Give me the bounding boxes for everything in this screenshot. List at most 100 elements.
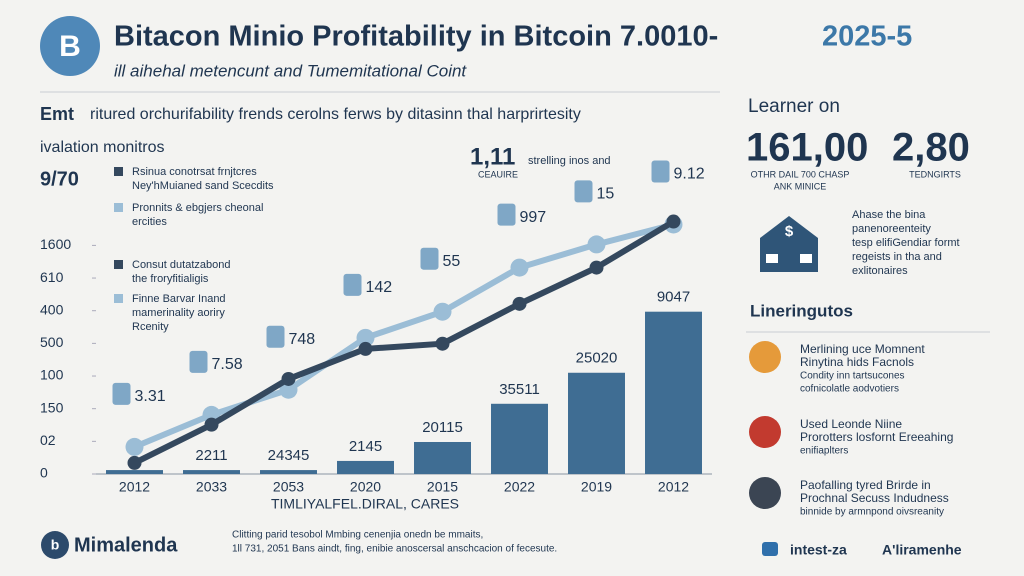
- x-tick-label: 2053: [273, 479, 304, 495]
- big-stat: 161,00: [746, 126, 868, 170]
- legend-text: Rsinua conotrsat frnjtcres: [132, 166, 257, 178]
- bank-text: exlitonaires: [852, 265, 908, 277]
- bank-text: tesp elifiGendiar formt: [852, 237, 960, 249]
- logo-glyph: B: [59, 30, 81, 63]
- line: [133, 221, 675, 450]
- line-point: [587, 235, 606, 254]
- line: [133, 218, 676, 466]
- item-icon: [749, 416, 781, 448]
- legend-text: mamerinality aoriry: [132, 307, 225, 319]
- legend-text: ercities: [132, 216, 167, 228]
- item-icon: [749, 477, 781, 509]
- legend-text: Finne Barvar Inand: [132, 293, 226, 305]
- bar: [260, 470, 317, 474]
- y-tick-label: 100: [40, 367, 64, 383]
- bank-text: panenoreenteity: [852, 223, 931, 235]
- stat-caption: ANK MINICE: [774, 181, 827, 191]
- legend-text: the froryfitialigis: [132, 273, 209, 285]
- bar: [337, 460, 394, 474]
- bar-label: 25020: [576, 350, 618, 367]
- bar: [183, 470, 240, 474]
- logo: [40, 16, 100, 76]
- bar: [414, 441, 471, 474]
- x-tick-label: 2019: [581, 479, 612, 495]
- annotation: 3.31: [135, 388, 166, 405]
- bank-text: regeists in tha and: [852, 251, 942, 263]
- coin-icon: [112, 382, 131, 405]
- bar: [645, 311, 702, 474]
- item-text: Used Leonde Niine: [800, 417, 902, 431]
- line-point: [125, 437, 144, 456]
- subtitle: ill aihehal metencunt and Tumemitational…: [114, 61, 467, 80]
- coin-icon: [266, 325, 285, 348]
- stat: 9/70: [40, 168, 79, 190]
- item-text: Condity inn tartsucones: [800, 371, 905, 382]
- right-panel: Learner on 161,00 2,80 OTHR DAIL 700 CHA…: [746, 96, 990, 518]
- footer-text: 1ll 731, 2051 Bans aindt, fing, enibie a…: [232, 544, 557, 555]
- item-text: Prochnal Secuss Indudness: [800, 491, 949, 505]
- y-tick-label: 150: [40, 399, 64, 415]
- annotation: 15: [597, 186, 615, 203]
- annotation: 7.58: [212, 356, 243, 373]
- legend: Rsinua conotrsat frnjtcres Ney'hMuianed s…: [114, 166, 274, 333]
- item-text: Paofalling tyred Brirde in: [800, 478, 931, 492]
- coin-icon: [189, 350, 208, 373]
- bar-label: 2145: [349, 438, 382, 455]
- coin-icon: [497, 203, 516, 226]
- line-point: [281, 371, 296, 386]
- footer-logo: [41, 531, 69, 559]
- item-text: Prorotters losfornt Ereeahing: [800, 430, 953, 444]
- line-point: [358, 341, 373, 356]
- bar: [491, 403, 548, 474]
- annotation: 55: [443, 253, 461, 270]
- y-tick-label: 0: [40, 465, 48, 481]
- stat-caption: OTHR DAIL 700 CHASP: [751, 169, 850, 179]
- stat-caption: TEDNGIRTS: [909, 169, 961, 179]
- title: Bitacon Minio Profitability in Bitcoin 7…: [114, 21, 718, 53]
- intro-lead: Emt: [40, 104, 74, 124]
- item-text: cofnicolatle aodvotiers: [800, 384, 899, 395]
- line-point: [510, 258, 529, 277]
- coin-icon: [420, 247, 439, 270]
- line-point: [204, 417, 219, 432]
- item-icon: [749, 341, 781, 373]
- chart: 0 02 150 100 500 400 610 1600 2012 2211 2033 24345 2…: [40, 160, 712, 495]
- bar-label: 35511: [499, 381, 540, 398]
- item-text: binnide by armnpond oivsreanity: [800, 507, 944, 518]
- annotation: 997: [520, 209, 547, 226]
- y-tick-label: 500: [40, 334, 64, 350]
- coin-icon: [651, 160, 670, 183]
- line-point: [433, 302, 452, 321]
- footer-logo-glyph: b: [51, 537, 60, 553]
- x-tick-label: 2020: [350, 479, 381, 495]
- legend-marker: [114, 167, 123, 176]
- x-tick-label: 2033: [196, 479, 227, 495]
- section-label: ivalation monitros: [40, 139, 165, 156]
- x-tick-label: 2022: [504, 479, 535, 495]
- bar-label: 9047: [657, 289, 690, 306]
- bar-label: 24345: [268, 447, 310, 464]
- callout-value: 1,11: [470, 143, 515, 170]
- big-stat: 2,80: [892, 126, 970, 170]
- annotation: 142: [366, 279, 393, 296]
- item-text: Rinytina hids Facnols: [800, 355, 914, 369]
- callout-caption: CEAUIRE: [478, 169, 518, 179]
- social-handle: A'liramenhe: [882, 542, 962, 558]
- annotation: 9.12: [674, 166, 705, 183]
- footer-brand: Mimalenda: [74, 534, 178, 556]
- title-accent: 2025-5: [822, 21, 912, 53]
- line-point: [435, 336, 450, 351]
- line-point: [666, 214, 681, 229]
- y-tick-label: 400: [40, 301, 64, 317]
- svg-text:$: $: [785, 223, 794, 240]
- legend-text: Ney'hMuianed sand Scecdits: [132, 180, 274, 192]
- x-axis-title: TIMLIYALFEL.DIRAL, CARES: [271, 496, 459, 512]
- bank-icon: $: [760, 216, 818, 272]
- right-heading: Learner on: [748, 96, 840, 117]
- annotation: 748: [289, 331, 316, 348]
- x-tick-label: 2012: [658, 479, 689, 495]
- y-tick-label: 610: [40, 269, 64, 285]
- line-point: [356, 328, 375, 347]
